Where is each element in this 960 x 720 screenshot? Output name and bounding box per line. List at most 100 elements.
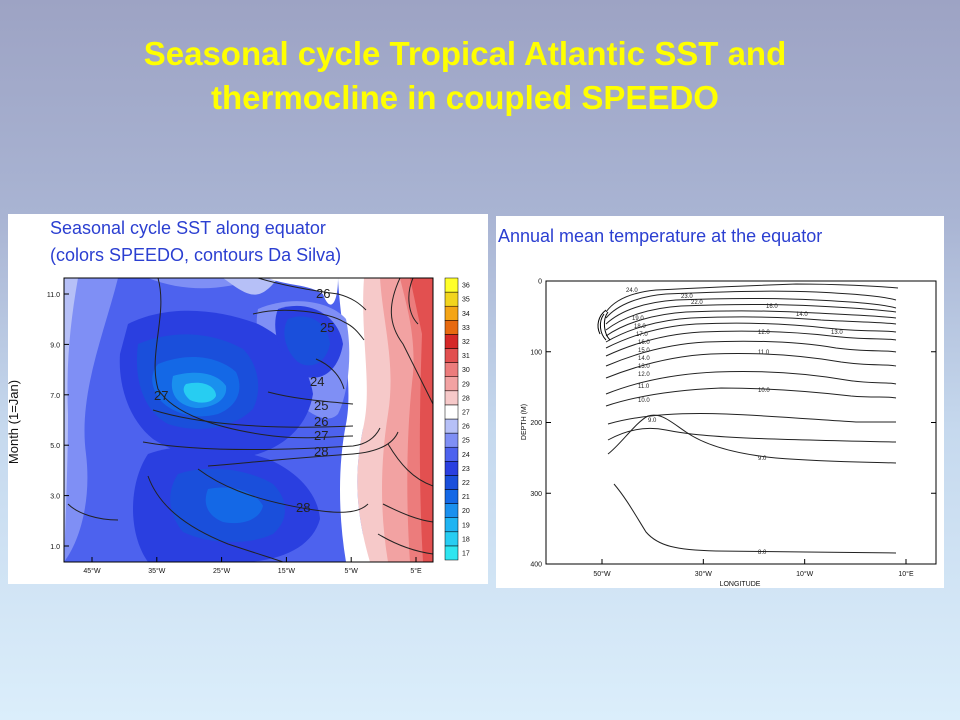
y-tick-label: 300 <box>530 491 542 498</box>
temp-xlabel: LONGITUDE <box>720 581 761 588</box>
sst-color-field <box>64 278 433 562</box>
sst-plot-frame <box>63 277 434 563</box>
colorbar-label: 17 <box>462 550 470 557</box>
x-tick-label: 30°W <box>695 570 713 578</box>
colorbar-label: 24 <box>462 452 470 459</box>
contour-label: 27 <box>154 388 168 403</box>
colorbar-label: 28 <box>462 395 470 402</box>
sst-heatmap-chart: 26 25 24 25 26 27 28 27 28 Month (1=Jan)… <box>8 277 470 575</box>
colorbar-label: 26 <box>462 424 470 431</box>
y-tick-label: 5.0 <box>50 443 60 450</box>
colorbar-label: 20 <box>462 508 470 515</box>
colorbar-label: 22 <box>462 480 470 487</box>
colorbar-swatch <box>444 376 459 392</box>
colorbar-swatch <box>444 277 459 293</box>
contour-label: 11.0 <box>758 350 770 356</box>
temperature-caption: Annual mean temperature at the equator <box>498 226 823 246</box>
y-tick-label: 0 <box>538 279 542 286</box>
colorbar-swatch <box>444 531 459 547</box>
sst-y-ticks: 1.0 3.0 5.0 7.0 9.0 11.0 <box>47 292 69 551</box>
colorbar-swatch <box>444 475 459 490</box>
x-tick-label: 10°E <box>898 570 914 578</box>
colorbar-label: 21 <box>462 494 470 501</box>
contour-label: 8.0 <box>758 550 767 556</box>
contour-label: 14.0 <box>638 356 650 362</box>
contour-label: 9.0 <box>758 456 767 462</box>
colorbar-label: 19 <box>462 522 470 529</box>
colorbar-label: 30 <box>462 367 470 374</box>
y-tick-label: 11.0 <box>47 292 60 299</box>
colorbar-swatch <box>444 334 459 349</box>
temp-y-ticks: 0 100 200 300 400 <box>530 279 936 569</box>
colorbar-swatch <box>444 461 459 476</box>
sst-colorbar: 17 18 19 20 21 22 23 24 25 26 27 28 29 30 31 32 33 34 35 36 <box>444 277 470 561</box>
contour-label: 18.0 <box>634 324 646 330</box>
colorbar-label: 36 <box>462 283 470 290</box>
temp-x-ticks: 50°W 30°W 10°W 10°E <box>593 559 914 578</box>
contour-label: 23.0 <box>681 294 693 300</box>
contour-label: 12.0 <box>638 372 650 378</box>
sst-caption-line2: (colors SPEEDO, contours Da Silva) <box>50 245 342 265</box>
colorbar-swatch <box>444 348 459 363</box>
contour-label: 15.0 <box>638 348 650 354</box>
colorbar-swatch <box>444 305 459 321</box>
temp-contours-left <box>597 309 611 341</box>
y-tick-label: 9.0 <box>50 342 60 349</box>
y-tick-label: 1.0 <box>50 544 60 551</box>
x-tick-label: 5°W <box>345 567 359 575</box>
slide-title-line1: Seasonal cycle Tropical Atlantic SST and <box>143 35 787 72</box>
colorbar-swatch <box>444 320 459 335</box>
contour-label: 13.0 <box>638 364 650 370</box>
contour-label: 14.0 <box>796 312 808 318</box>
sst-ylabel: Month (1=Jan) <box>8 380 21 464</box>
contour-label: 26 <box>314 414 328 429</box>
colorbar-swatch <box>444 291 459 307</box>
contour-label: 24 <box>310 374 324 389</box>
contour-label: 10.0 <box>638 398 650 404</box>
colorbar-swatch <box>444 390 459 406</box>
contour-label: 16.0 <box>638 340 650 346</box>
contour-label: 24.0 <box>626 288 638 294</box>
colorbar-swatch <box>444 404 459 420</box>
colorbar-swatch <box>444 545 459 561</box>
sst-contours <box>67 278 433 562</box>
colorbar-label: 25 <box>462 438 470 445</box>
y-tick-label: 7.0 <box>50 393 60 400</box>
colorbar-label: 27 <box>462 409 470 416</box>
y-tick-label: 200 <box>530 420 542 427</box>
colorbar-label: 31 <box>462 353 470 360</box>
colorbar-label: 33 <box>462 325 470 332</box>
temperature-contour-chart: 24.0 23.0 22.0 16.0 14.0 13.0 12.0 11.0 … <box>521 279 937 588</box>
x-tick-label: 5°E <box>410 567 422 575</box>
colorbar-swatch <box>444 418 459 434</box>
sst-panel: Seasonal cycle SST along equator (colors… <box>8 214 488 584</box>
x-tick-label: 25°W <box>213 567 231 575</box>
sst-contour-labels: 26 25 24 25 26 27 28 27 28 <box>154 286 334 515</box>
contour-label: 9.0 <box>648 418 657 424</box>
contour-label: 28 <box>314 444 328 459</box>
contour-label: 26 <box>316 286 330 301</box>
y-tick-label: 3.0 <box>50 494 60 501</box>
colorbar-label: 23 <box>462 466 470 473</box>
colorbar-label: 18 <box>462 536 470 543</box>
temperature-panel: Annual mean temperature at the equator <box>496 216 944 588</box>
colorbar-label: 34 <box>462 311 470 318</box>
contour-label: 28 <box>296 500 310 515</box>
slide-title-line2: thermocline in coupled SPEEDO <box>211 79 719 116</box>
colorbar-label: 32 <box>462 339 470 346</box>
contour-label: 10.0 <box>758 388 770 394</box>
slide-title: Seasonal cycle Tropical Atlantic SST and… <box>0 32 930 120</box>
contour-label: 17.0 <box>636 332 648 338</box>
y-tick-label: 400 <box>530 562 542 569</box>
colorbar-label: 29 <box>462 381 470 388</box>
temp-ylabel: DEPTH (M) <box>521 404 528 440</box>
contour-label: 22.0 <box>691 300 703 306</box>
contour-label: 12.0 <box>758 330 770 336</box>
contour-label: 16.0 <box>766 304 778 310</box>
colorbar-swatch <box>444 489 459 504</box>
temp-contours <box>605 283 899 554</box>
colorbar-swatch <box>444 362 459 377</box>
contour-label: 25 <box>320 320 334 335</box>
contour-label: 19.0 <box>632 316 644 322</box>
colorbar-swatch <box>444 432 459 448</box>
